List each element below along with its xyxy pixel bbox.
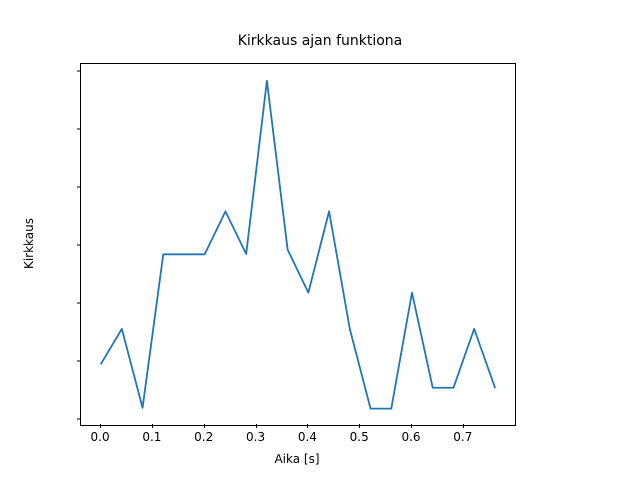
x-tick-label: 0.3 xyxy=(246,430,266,444)
y-tick-mark xyxy=(76,128,80,130)
x-tick-label: 0.4 xyxy=(297,430,317,444)
x-tick-label: 0.6 xyxy=(401,430,421,444)
x-tick-label: 0.1 xyxy=(142,430,162,444)
y-tick-mark xyxy=(76,360,80,362)
y-tick-mark xyxy=(76,302,80,304)
x-tick-label: 0.5 xyxy=(349,430,369,444)
y-tick-mark xyxy=(76,418,80,420)
x-tick-label: 0.2 xyxy=(194,430,214,444)
y-tick-mark xyxy=(76,186,80,188)
y-axis-label: Kirkkaus xyxy=(22,217,36,270)
x-tick-label: 0.7 xyxy=(453,430,473,444)
x-axis-label: Aika [s] xyxy=(274,452,320,466)
data-series-line xyxy=(100,79,496,410)
y-tick-mark xyxy=(76,244,80,246)
plot-area xyxy=(80,63,516,426)
chart-title: Kirkkaus ajan funktiona xyxy=(237,33,403,49)
y-tick-mark xyxy=(76,70,80,72)
data-line-svg xyxy=(100,79,496,410)
x-tick-label: 0.0 xyxy=(90,430,110,444)
